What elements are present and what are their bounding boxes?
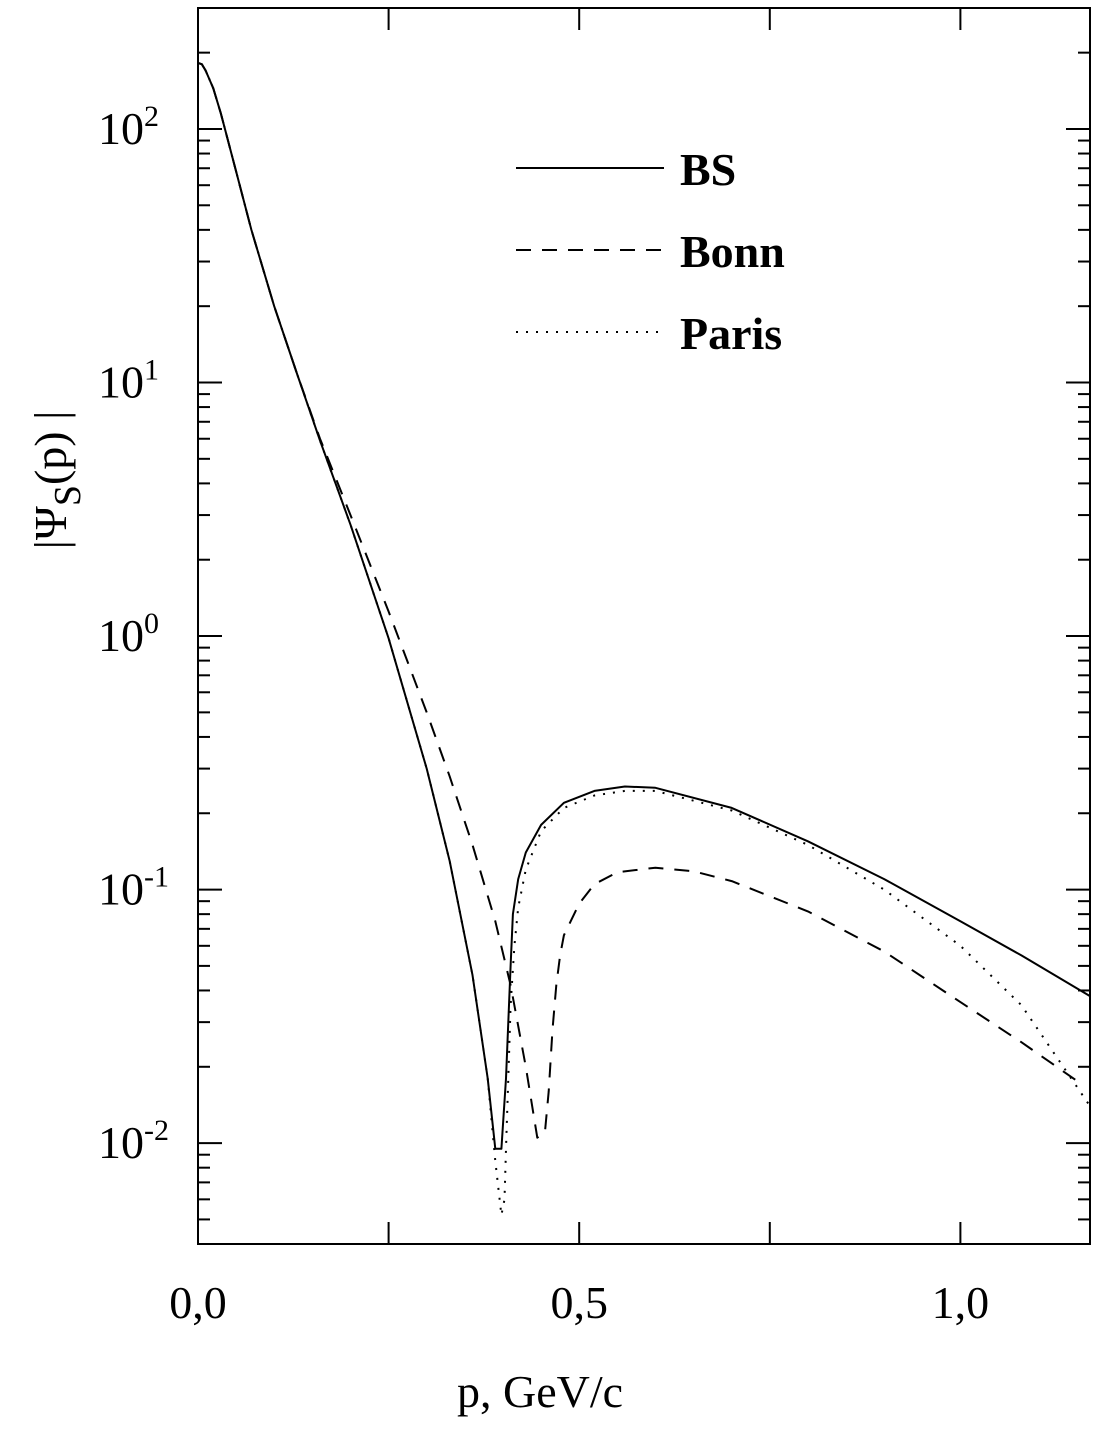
series-line-paris — [197, 62, 1091, 1217]
y-tick-label-exp: -1 — [144, 861, 169, 894]
y-tick-label-base: 10 — [98, 864, 144, 915]
series-line-bs — [197, 62, 1091, 1150]
y-tick-label: 100 — [98, 607, 159, 661]
y-tick-label-exp: 0 — [144, 607, 159, 640]
y-tick-label-base: 10 — [98, 1117, 144, 1168]
y-tick-label-base: 10 — [98, 103, 144, 154]
y-tick-label-exp: -2 — [144, 1114, 169, 1147]
series-layer — [197, 62, 1091, 1217]
y-axis-title: |ΨS(p) | — [25, 411, 89, 550]
y-axis-title-text: |ΨS(p) | — [25, 411, 89, 550]
x-tick-label: 1,0 — [932, 1277, 990, 1328]
series-line-bonn — [197, 62, 1083, 1139]
y-tick-label-base: 10 — [98, 357, 144, 408]
legend: BS Bonn Paris — [516, 144, 785, 359]
x-tick-labels: 0,0 0,5 1,0 — [169, 1277, 989, 1328]
y-tick-label-exp: 1 — [144, 354, 159, 387]
x-axis-title: p, GeV/c — [457, 1366, 623, 1417]
x-tick-label: 0,0 — [169, 1277, 227, 1328]
y-axis-title-sub: S — [47, 485, 89, 506]
y-tick-label: 102 — [98, 100, 159, 154]
y-axis-title-main: |Ψ — [25, 506, 76, 549]
y-axis-title-tail: (p) | — [25, 411, 76, 485]
legend-label-paris: Paris — [680, 308, 782, 359]
legend-label-bonn: Bonn — [680, 226, 785, 277]
y-tick-label: 10-1 — [98, 861, 169, 915]
y-tick-label-base: 10 — [98, 610, 144, 661]
legend-label-bs: BS — [680, 144, 736, 195]
x-tick-label: 0,5 — [550, 1277, 608, 1328]
y-tick-label: 101 — [98, 354, 159, 408]
y-tick-label: 10-2 — [98, 1114, 169, 1168]
y-tick-label-exp: 2 — [144, 100, 159, 133]
plot-axes — [197, 7, 1091, 1245]
plot-frame — [197, 7, 1091, 1245]
